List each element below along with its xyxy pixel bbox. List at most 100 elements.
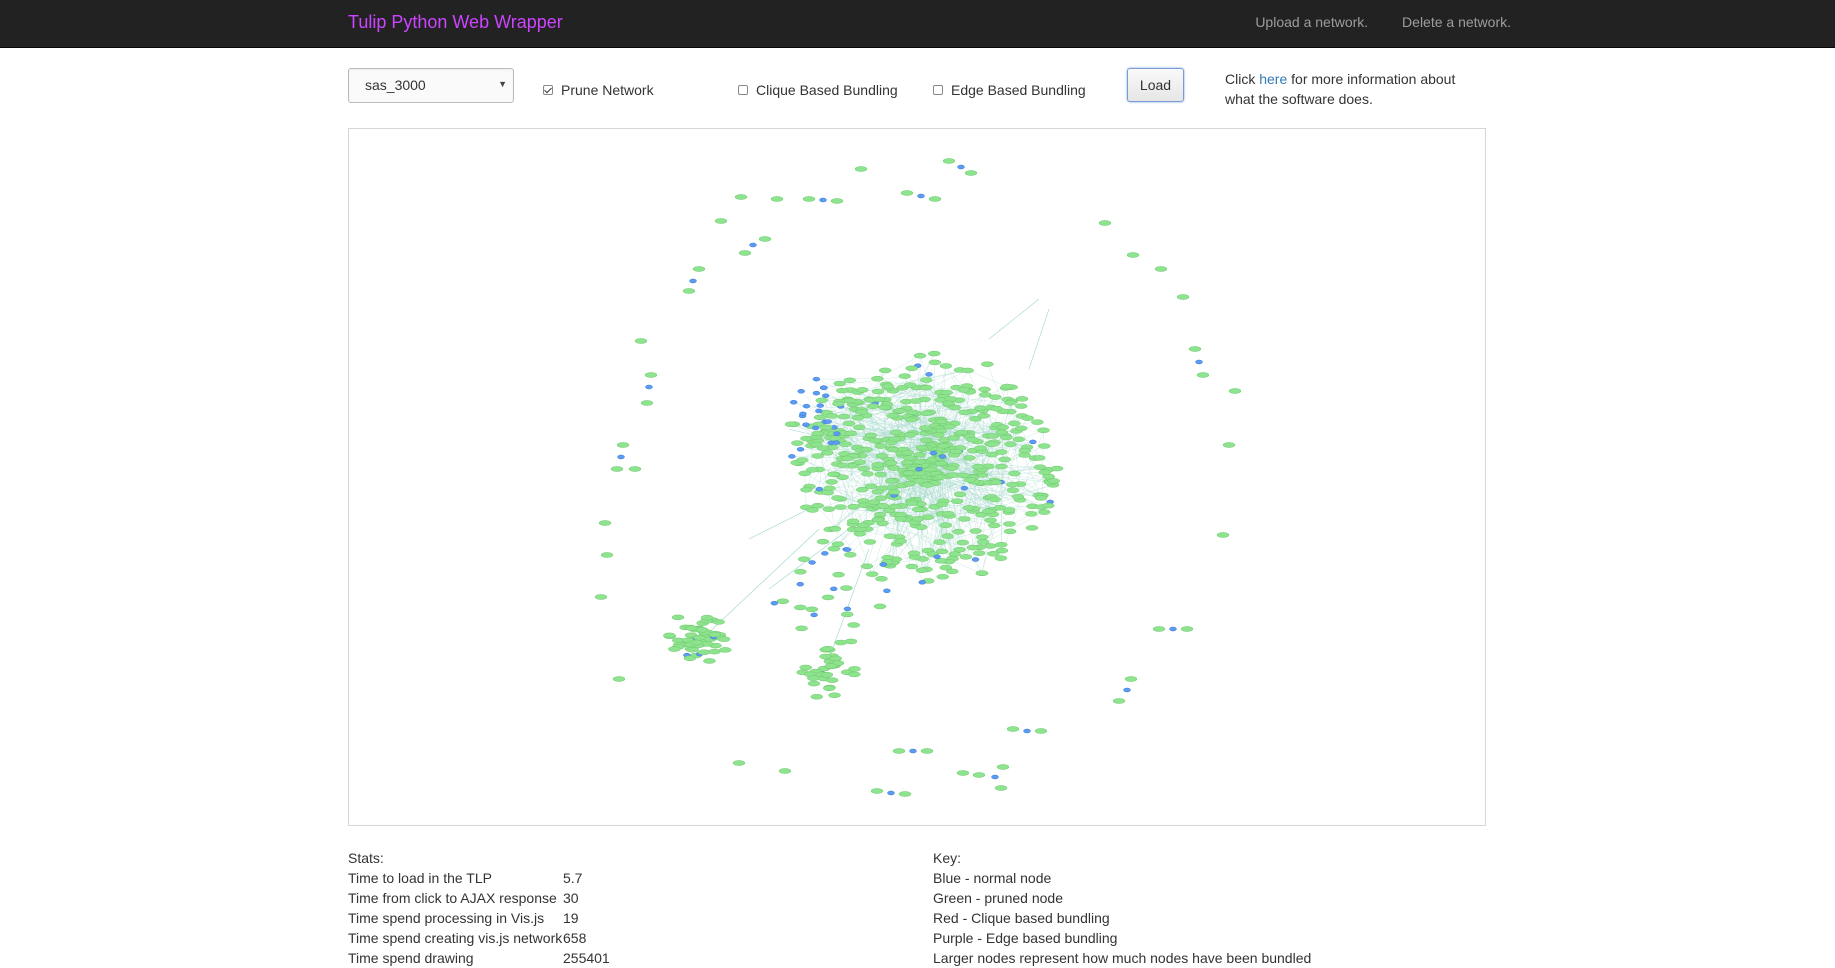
pruned-node[interactable] bbox=[858, 466, 870, 471]
pruned-node[interactable] bbox=[812, 431, 824, 436]
normal-node[interactable] bbox=[844, 548, 851, 552]
pruned-node[interactable] bbox=[693, 635, 705, 640]
normal-node[interactable] bbox=[910, 749, 917, 753]
pruned-node[interactable] bbox=[1038, 510, 1050, 515]
pruned-node[interactable] bbox=[826, 413, 838, 418]
pruned-node[interactable] bbox=[967, 437, 979, 442]
pruned-node[interactable] bbox=[994, 505, 1006, 510]
pruned-node[interactable] bbox=[940, 523, 952, 528]
pruned-node[interactable] bbox=[871, 789, 883, 794]
normal-node[interactable] bbox=[833, 432, 840, 436]
pruned-node[interactable] bbox=[1004, 529, 1016, 534]
pruned-node[interactable] bbox=[946, 569, 958, 574]
pruned-node[interactable] bbox=[967, 545, 979, 550]
pruned-node[interactable] bbox=[869, 438, 881, 443]
pruned-node[interactable] bbox=[887, 413, 899, 418]
normal-node[interactable] bbox=[822, 394, 829, 398]
normal-node[interactable] bbox=[799, 412, 806, 416]
pruned-node[interactable] bbox=[845, 431, 857, 436]
delete-network-link[interactable]: Delete a network. bbox=[1402, 13, 1511, 31]
pruned-node[interactable] bbox=[1189, 347, 1201, 352]
pruned-node[interactable] bbox=[976, 535, 988, 540]
clique-bundling-option[interactable]: Clique Based Bundling bbox=[738, 82, 898, 98]
pruned-node[interactable] bbox=[989, 395, 1001, 400]
pruned-node[interactable] bbox=[791, 441, 803, 446]
pruned-node[interactable] bbox=[853, 425, 865, 430]
pruned-node[interactable] bbox=[940, 363, 952, 368]
pruned-node[interactable] bbox=[709, 632, 721, 637]
pruned-node[interactable] bbox=[929, 360, 941, 365]
pruned-node[interactable] bbox=[867, 404, 879, 409]
pruned-node[interactable] bbox=[864, 539, 876, 544]
pruned-node[interactable] bbox=[810, 442, 822, 447]
brand-link[interactable]: Tulip Python Web Wrapper bbox=[348, 12, 563, 32]
pruned-node[interactable] bbox=[885, 461, 897, 466]
pruned-node[interactable] bbox=[987, 433, 999, 438]
normal-node[interactable] bbox=[918, 194, 925, 198]
pruned-node[interactable] bbox=[829, 436, 841, 441]
pruned-node[interactable] bbox=[808, 681, 820, 686]
pruned-node[interactable] bbox=[1099, 221, 1111, 226]
pruned-node[interactable] bbox=[958, 473, 970, 478]
pruned-node[interactable] bbox=[962, 368, 974, 373]
pruned-node[interactable] bbox=[958, 387, 970, 392]
pruned-node[interactable] bbox=[875, 472, 887, 477]
normal-node[interactable] bbox=[926, 372, 933, 376]
pruned-node[interactable] bbox=[1007, 488, 1019, 493]
pruned-node[interactable] bbox=[982, 509, 994, 514]
normal-node[interactable] bbox=[816, 487, 823, 491]
pruned-node[interactable] bbox=[893, 749, 905, 754]
network-select[interactable]: sas_3000 ▼ bbox=[348, 68, 514, 103]
pruned-node[interactable] bbox=[1007, 482, 1019, 487]
pruned-node[interactable] bbox=[995, 542, 1007, 547]
pruned-node[interactable] bbox=[1022, 416, 1034, 421]
pruned-node[interactable] bbox=[803, 197, 815, 202]
pruned-node[interactable] bbox=[937, 574, 949, 579]
pruned-node[interactable] bbox=[954, 492, 966, 497]
normal-node[interactable] bbox=[803, 404, 810, 408]
pruned-node[interactable] bbox=[925, 467, 937, 472]
pruned-node[interactable] bbox=[826, 678, 838, 683]
pruned-node[interactable] bbox=[866, 572, 878, 577]
pruned-node[interactable] bbox=[617, 443, 629, 448]
pruned-node[interactable] bbox=[848, 672, 860, 677]
pruned-node[interactable] bbox=[838, 414, 850, 419]
pruned-node[interactable] bbox=[595, 595, 607, 600]
pruned-node[interactable] bbox=[771, 197, 783, 202]
normal-node[interactable] bbox=[618, 455, 625, 459]
pruned-node[interactable] bbox=[954, 547, 966, 552]
pruned-node[interactable] bbox=[888, 504, 900, 509]
pruned-node[interactable] bbox=[841, 456, 853, 461]
pruned-node[interactable] bbox=[1025, 511, 1037, 516]
pruned-node[interactable] bbox=[1197, 373, 1209, 378]
pruned-node[interactable] bbox=[981, 362, 993, 367]
pruned-node[interactable] bbox=[848, 504, 860, 509]
normal-node[interactable] bbox=[833, 441, 840, 445]
pruned-node[interactable] bbox=[956, 430, 968, 435]
pruned-node[interactable] bbox=[989, 497, 1001, 502]
pruned-node[interactable] bbox=[708, 649, 720, 654]
pruned-node[interactable] bbox=[995, 464, 1007, 469]
pruned-node[interactable] bbox=[820, 425, 832, 430]
pruned-node[interactable] bbox=[890, 430, 902, 435]
pruned-node[interactable] bbox=[860, 447, 872, 452]
pruned-node[interactable] bbox=[841, 612, 853, 617]
pruned-node[interactable] bbox=[921, 749, 933, 754]
pruned-node[interactable] bbox=[811, 694, 823, 699]
pruned-node[interactable] bbox=[999, 457, 1011, 462]
pruned-node[interactable] bbox=[946, 466, 958, 471]
pruned-node[interactable] bbox=[822, 595, 834, 600]
pruned-node[interactable] bbox=[872, 462, 884, 467]
edge-bundling-checkbox[interactable] bbox=[933, 85, 943, 95]
pruned-node[interactable] bbox=[1127, 253, 1139, 258]
pruned-node[interactable] bbox=[975, 446, 987, 451]
pruned-node[interactable] bbox=[972, 464, 984, 469]
normal-node[interactable] bbox=[1124, 688, 1131, 692]
pruned-node[interactable] bbox=[1038, 444, 1050, 449]
pruned-node[interactable] bbox=[1125, 677, 1137, 682]
pruned-node[interactable] bbox=[635, 339, 647, 344]
pruned-node[interactable] bbox=[875, 576, 887, 581]
pruned-node[interactable] bbox=[715, 219, 727, 224]
pruned-node[interactable] bbox=[957, 771, 969, 776]
pruned-node[interactable] bbox=[1019, 448, 1031, 453]
